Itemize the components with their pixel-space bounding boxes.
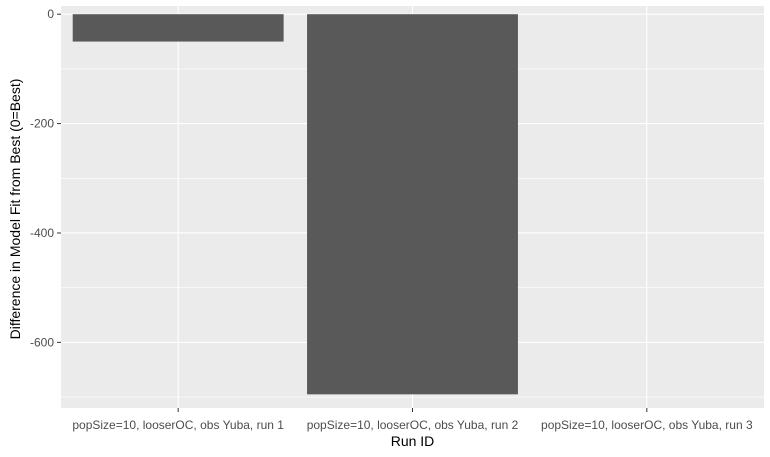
bars	[72, 14, 518, 395]
x-tick-label: popSize=10, looserOC, obs Yuba, run 1	[72, 418, 284, 432]
y-tick-label: -600	[30, 335, 54, 349]
y-axis-title: Difference in Model Fit from Best (0=Bes…	[7, 79, 23, 340]
x-tick-label: popSize=10, looserOC, obs Yuba, run 3	[541, 418, 753, 432]
x-tick-label: popSize=10, looserOC, obs Yuba, run 2	[307, 418, 519, 432]
bar	[307, 14, 518, 395]
x-axis-title: Run ID	[391, 433, 435, 449]
y-axis-ticks: 0 -200 -400 -600	[30, 7, 61, 349]
y-tick-label: -400	[30, 226, 54, 240]
y-tick-label: -200	[30, 117, 54, 131]
y-tick-label: 0	[47, 7, 54, 21]
x-axis-ticks: popSize=10, looserOC, obs Yuba, run 1 pop…	[72, 408, 753, 432]
bar	[72, 14, 284, 42]
